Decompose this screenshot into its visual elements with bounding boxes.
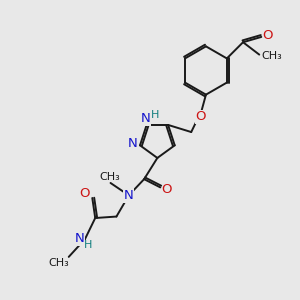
- Text: O: O: [161, 183, 171, 196]
- Text: CH₃: CH₃: [261, 51, 282, 61]
- Text: N: N: [124, 189, 134, 202]
- Text: H: H: [151, 110, 159, 120]
- Text: O: O: [195, 110, 206, 123]
- Text: N: N: [75, 232, 85, 245]
- Text: H: H: [84, 239, 93, 250]
- Text: N: N: [140, 112, 150, 125]
- Text: CH₃: CH₃: [99, 172, 120, 182]
- Text: O: O: [262, 29, 273, 42]
- Text: CH₃: CH₃: [48, 258, 69, 268]
- Text: O: O: [80, 187, 90, 200]
- Text: N: N: [128, 137, 137, 150]
